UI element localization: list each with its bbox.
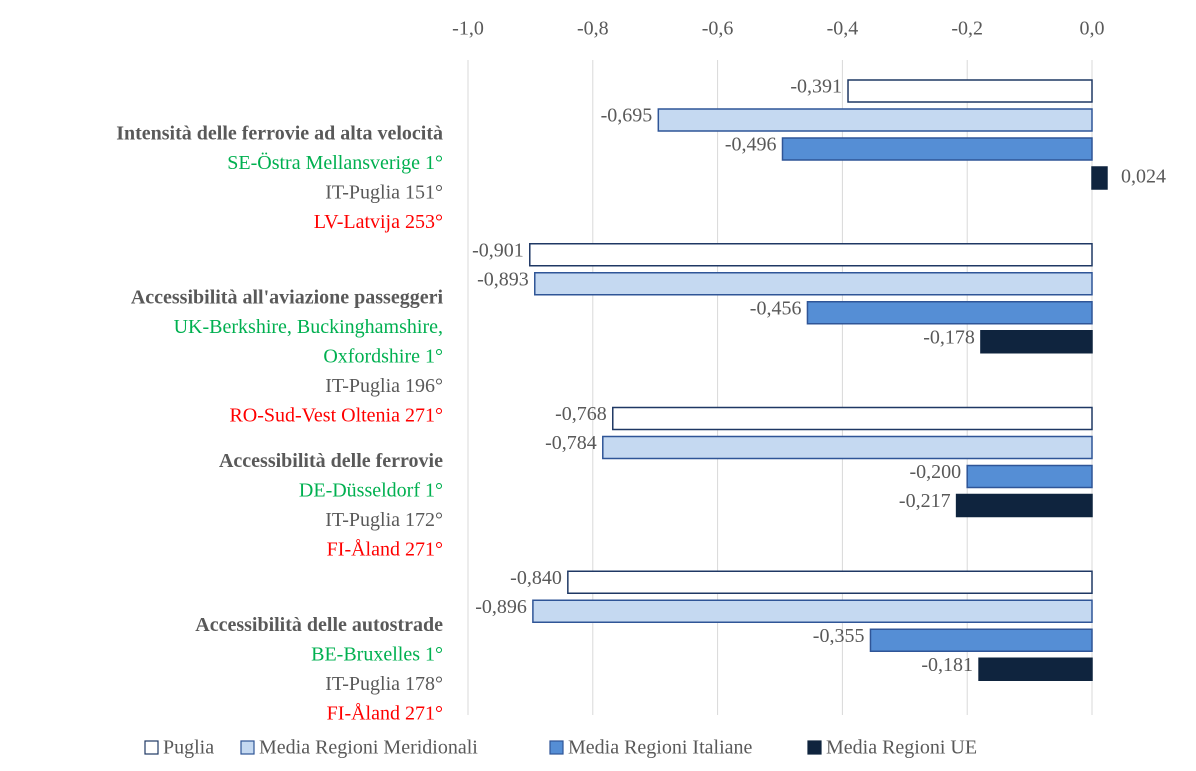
- legend-label: Media Regioni Meridionali: [259, 737, 478, 759]
- legend-swatch: [549, 740, 564, 755]
- bar: [532, 599, 1093, 623]
- worst-region: RO-Sud-Vest Oltenia 271°: [229, 404, 443, 426]
- best-region: UK-Berkshire, Buckinghamshire,: [174, 316, 443, 338]
- value-label: -0,178: [923, 326, 975, 348]
- bar: [869, 628, 1093, 652]
- bar: [657, 108, 1093, 132]
- legend-label: Puglia: [163, 737, 214, 759]
- value-label: -0,181: [921, 654, 973, 676]
- worst-region: FI-Åland 271°: [327, 702, 443, 724]
- value-label: -0,784: [545, 432, 597, 454]
- best-region: BE-Bruxelles 1°: [311, 643, 443, 665]
- best-region: DE-Düsseldorf 1°: [299, 480, 443, 502]
- value-label: -0,695: [601, 105, 653, 127]
- puglia-rank: IT-Puglia 172°: [325, 509, 443, 531]
- bar: [602, 435, 1093, 460]
- category-label: Accessibilità delle ferrovie: [219, 450, 443, 472]
- x-tick-label: -0,4: [827, 18, 859, 40]
- bar: [806, 301, 1093, 325]
- x-tick-label: -0,6: [702, 18, 734, 40]
- value-label: -0,893: [477, 268, 529, 290]
- legend-label: Media Regioni UE: [826, 737, 977, 759]
- worst-region: FI-Åland 271°: [327, 539, 443, 561]
- category-label: Accessibilità delle autostrade: [195, 614, 443, 636]
- legend-label: Media Regioni Italiane: [568, 737, 753, 759]
- x-tick-label: -0,8: [577, 18, 609, 40]
- value-label: -0,200: [910, 461, 962, 483]
- bar: [847, 79, 1093, 103]
- value-label: -0,217: [899, 490, 951, 512]
- bar: [529, 243, 1093, 267]
- x-tick-label: -0,2: [951, 18, 983, 40]
- puglia-rank: IT-Puglia 196°: [325, 375, 443, 397]
- category-label: Accessibilità all'aviazione passeggeri: [131, 286, 444, 308]
- value-label: -0,768: [555, 403, 607, 425]
- puglia-rank: IT-Puglia 151°: [325, 182, 443, 204]
- value-label: -0,391: [790, 76, 842, 98]
- x-tick-label: -1,0: [452, 18, 484, 40]
- legend-swatch: [807, 740, 822, 755]
- bar: [781, 137, 1093, 161]
- bar: [567, 570, 1093, 594]
- worst-region: LV-Latvija 253°: [314, 211, 443, 233]
- value-label: -0,456: [750, 297, 802, 319]
- bar: [612, 406, 1093, 431]
- bar: [1091, 166, 1108, 190]
- best-region: Oxfordshire 1°: [323, 345, 443, 367]
- puglia-rank: IT-Puglia 178°: [325, 673, 443, 695]
- bar: [978, 657, 1093, 681]
- value-label: 0,024: [1121, 166, 1166, 188]
- bar: [980, 330, 1093, 354]
- bar: [955, 493, 1093, 518]
- legend-swatch: [240, 740, 255, 755]
- value-label: -0,496: [725, 134, 777, 156]
- value-label: -0,355: [813, 625, 865, 647]
- value-label: -0,896: [475, 596, 527, 618]
- best-region: SE-Östra Mellansverige 1°: [227, 151, 443, 174]
- x-tick-label: 0,0: [1080, 18, 1105, 40]
- category-label: Intensità delle ferrovie ad alta velocit…: [116, 123, 443, 145]
- legend-swatch: [144, 740, 159, 755]
- bar: [966, 464, 1093, 489]
- bar: [534, 272, 1093, 296]
- value-label: -0,840: [510, 567, 562, 589]
- value-label: -0,901: [472, 239, 524, 261]
